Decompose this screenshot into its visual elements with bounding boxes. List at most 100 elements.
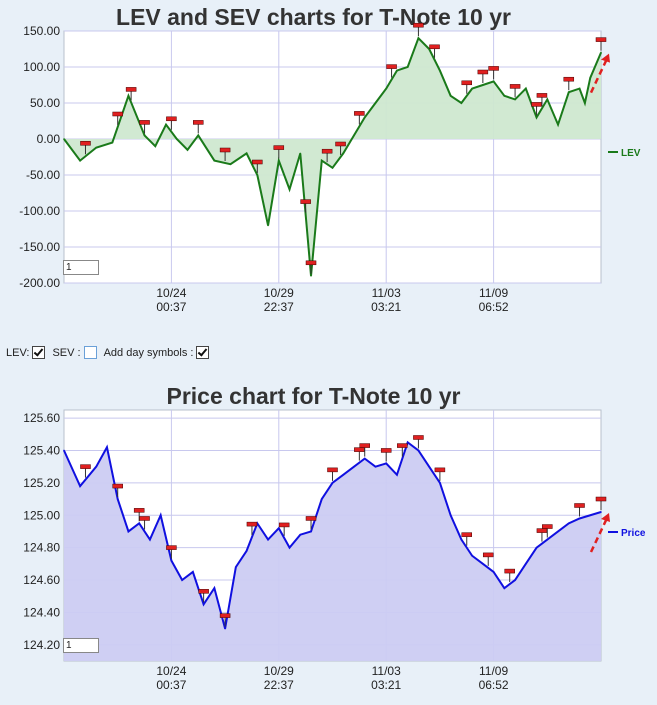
data-point (363, 457, 366, 460)
data-point (374, 465, 377, 468)
flag-marker (166, 116, 177, 122)
data-point (331, 482, 334, 484)
data-point (154, 145, 157, 147)
data-point (278, 527, 280, 530)
data-point (385, 87, 388, 90)
x-tick-date: 10/29 (264, 664, 294, 678)
chart2-title: Price chart for T-Note 10 yr (166, 383, 461, 409)
data-point (320, 159, 323, 162)
y-tick-label: 125.60 (23, 411, 60, 425)
data-point (589, 77, 592, 79)
flag-marker (536, 528, 548, 533)
flag-marker (125, 87, 137, 92)
x-tick-time: 06:52 (479, 678, 509, 692)
y-tick-label: 124.20 (23, 638, 60, 652)
data-point (578, 87, 581, 90)
data-point (278, 159, 280, 162)
flag-marker (139, 516, 150, 521)
data-point (213, 587, 216, 589)
x-tick-date: 10/24 (156, 286, 186, 300)
data-point (111, 141, 114, 144)
flag-marker (327, 467, 338, 473)
data-point (471, 87, 473, 90)
data-point (235, 566, 237, 568)
flag-marker (198, 589, 209, 594)
legend-label: Price (621, 528, 646, 539)
x-tick-time: 00:37 (156, 678, 186, 692)
flag-marker (252, 159, 263, 165)
flag-marker (112, 111, 123, 117)
flag-marker (397, 443, 408, 448)
flag-marker (429, 44, 440, 50)
data-point (79, 485, 81, 487)
data-point (546, 538, 549, 541)
data-point (106, 446, 108, 449)
data-point (482, 84, 484, 86)
data-point (267, 224, 269, 227)
data-point (439, 69, 441, 72)
sev-checkbox[interactable] (83, 346, 97, 359)
flag-marker (133, 508, 145, 513)
x-tick-date: 11/03 (372, 664, 401, 678)
series-fill (64, 38, 601, 276)
y-tick-label: 124.40 (23, 605, 60, 619)
lev-checkbox[interactable] (32, 346, 46, 359)
flag-marker (219, 147, 231, 153)
data-point (449, 514, 452, 517)
flag-marker (488, 66, 499, 71)
y-tick-label: 125.00 (23, 508, 60, 522)
series-line (63, 36, 602, 276)
data-point (503, 95, 506, 97)
data-point (600, 51, 602, 54)
day-symbols-checkbox[interactable] (196, 346, 210, 359)
lev-zoom-input[interactable]: 1 (63, 260, 99, 275)
x-tick-time: 03:21 (371, 678, 401, 692)
data-point (245, 550, 248, 552)
data-point (589, 514, 592, 517)
data-point (342, 152, 345, 155)
x-tick-date: 10/24 (156, 664, 186, 678)
x-tick-date: 11/09 (479, 664, 508, 678)
x-tick-time: 22:37 (264, 678, 294, 692)
y-tick-label: 150.00 (23, 24, 60, 38)
data-point (127, 530, 130, 533)
data-point (449, 95, 452, 97)
flag-marker (413, 22, 424, 28)
y-tick-label: 125.40 (23, 443, 60, 457)
data-point (170, 559, 173, 562)
data-point (492, 80, 495, 83)
data-point (95, 146, 98, 149)
flag-marker (80, 141, 91, 146)
data-point (600, 511, 602, 513)
data-point (428, 465, 430, 468)
data-point (299, 152, 302, 155)
chart1-title: LEV and SEV charts for T-Note 10 yr (116, 4, 511, 30)
flag-marker (509, 84, 521, 89)
price-zoom-input[interactable]: 1 (63, 638, 99, 653)
data-point (320, 498, 323, 500)
flag-marker (112, 483, 123, 489)
lev-chart: 150.00 100.00 50.00 0.00 -50.00 -100.00 -150.0… (19, 22, 641, 314)
flag-marker (354, 111, 365, 116)
data-point (406, 66, 409, 68)
flag-marker (482, 552, 494, 558)
y-tick-label: 124.60 (23, 573, 60, 587)
data-point (288, 188, 291, 191)
data-point (535, 116, 538, 119)
data-point (396, 473, 398, 476)
y-tick-label: 124.80 (23, 541, 60, 555)
flag-marker (139, 120, 150, 125)
data-point (353, 465, 355, 468)
data-point (584, 102, 586, 104)
flag-marker (386, 64, 397, 69)
trend-arrow-head (601, 513, 610, 523)
flag-marker (563, 76, 575, 82)
y-tick-label: -100.00 (19, 204, 60, 218)
data-point (165, 123, 167, 126)
data-point (224, 627, 226, 630)
legend-label: LEV (621, 148, 641, 159)
data-point (149, 538, 151, 541)
flag-marker (354, 447, 365, 452)
data-point (186, 149, 189, 151)
y-tick-label: -50.00 (26, 168, 60, 182)
